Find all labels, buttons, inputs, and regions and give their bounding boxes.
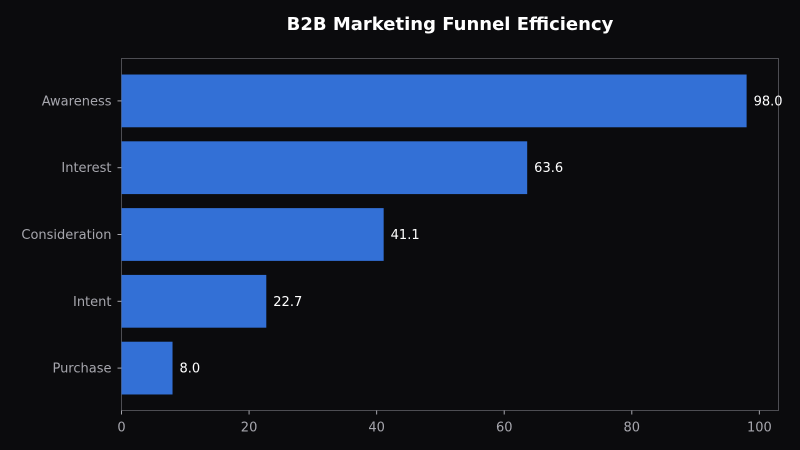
y-tick-label-purchase: Purchase	[52, 362, 111, 377]
x-tick-label-100: 100	[747, 421, 772, 436]
x-tick-label-20: 20	[241, 421, 258, 436]
x-tick-label-40: 40	[368, 421, 385, 436]
value-label-consideration: 41.1	[391, 228, 420, 243]
y-tick-label-awareness: Awareness	[42, 94, 112, 109]
value-label-interest: 63.6	[534, 161, 563, 176]
y-tick-label-interest: Interest	[61, 161, 111, 176]
y-tick-label-consideration: Consideration	[21, 228, 111, 243]
value-label-awareness: 98.0	[754, 94, 783, 109]
x-tick-label-80: 80	[624, 421, 641, 436]
bar-interest	[121, 141, 528, 195]
bar-consideration	[121, 208, 384, 261]
bar-intent	[121, 274, 267, 328]
y-axis: Awareness Interest Consideration Intent Purc…	[21, 94, 122, 377]
value-label-purchase: 8.0	[180, 362, 201, 377]
value-label-intent: 22.7	[273, 295, 302, 310]
y-tick-label-intent: Intent	[73, 295, 112, 310]
x-tick-label-60: 60	[496, 421, 513, 436]
x-axis: 0 20 40 60 80 100	[117, 410, 772, 436]
bars-group: 98.0 63.6 41.1 22.7 8.0	[121, 74, 783, 395]
x-tick-label-0: 0	[117, 421, 125, 436]
chart-title: B2B Marketing Funnel Efficiency	[287, 14, 614, 35]
bar-purchase	[121, 341, 173, 395]
bar-awareness	[121, 74, 747, 128]
